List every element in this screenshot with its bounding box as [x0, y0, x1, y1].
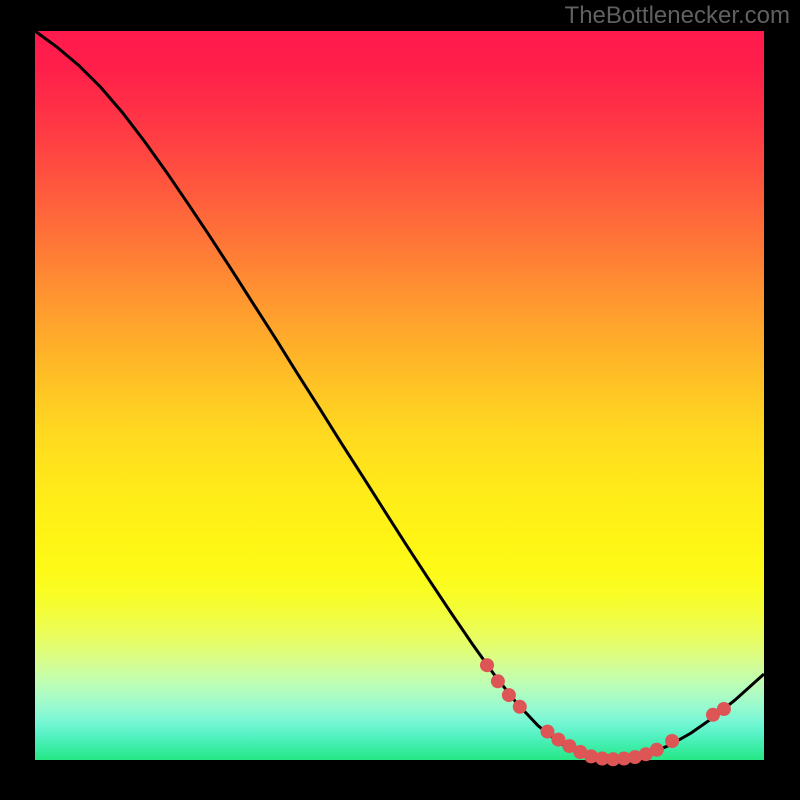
chart-plot-area	[35, 31, 764, 760]
figure-container: TheBottlenecker.com	[0, 0, 800, 800]
watermark-text: TheBottlenecker.com	[565, 2, 790, 30]
